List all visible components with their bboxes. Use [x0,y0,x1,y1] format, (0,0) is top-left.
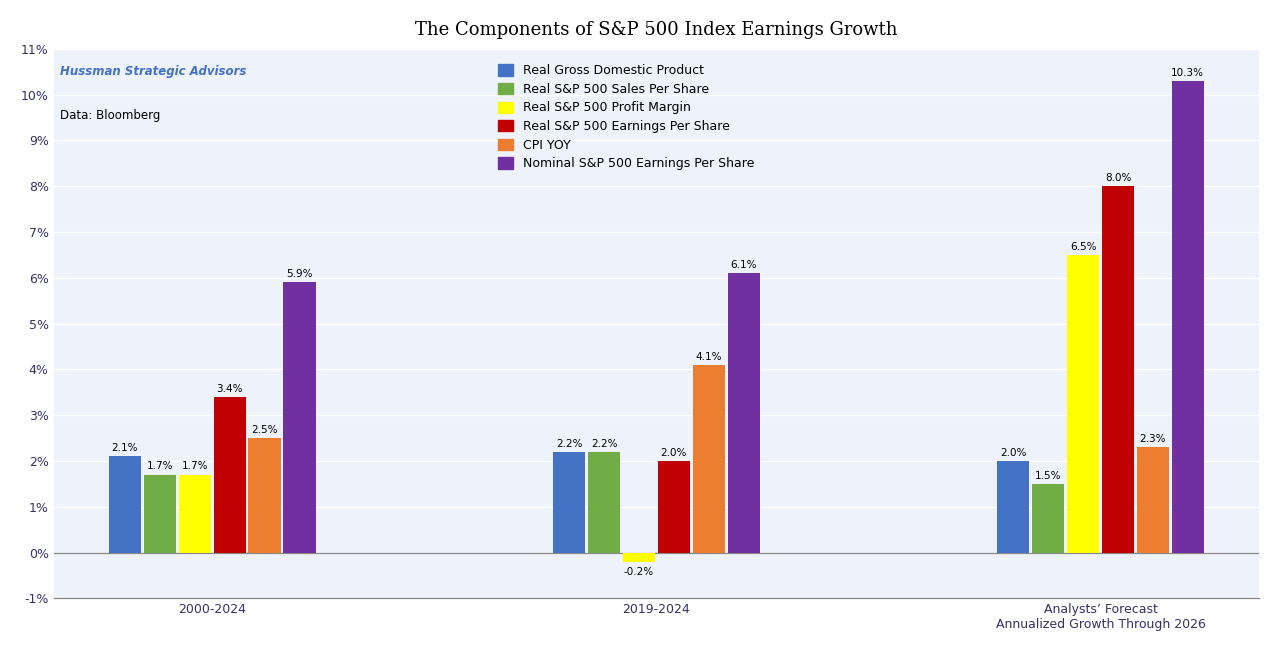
Bar [623,552,655,561]
Bar [109,456,141,552]
Text: 2.3%: 2.3% [1139,434,1166,444]
Text: 8.0%: 8.0% [1105,173,1132,183]
Text: 6.5%: 6.5% [1070,242,1097,252]
Text: 1.5%: 1.5% [1036,471,1061,481]
Text: Data: Bloomberg: Data: Bloomberg [60,109,160,122]
Bar [727,273,759,552]
Text: 2.0%: 2.0% [1000,448,1027,458]
Bar [1068,255,1100,552]
Title: The Components of S&P 500 Index Earnings Growth: The Components of S&P 500 Index Earnings… [415,21,897,39]
Bar [1137,447,1169,552]
Bar [214,397,246,552]
Text: 2.1%: 2.1% [111,443,138,453]
Bar [283,282,315,552]
Text: 3.4%: 3.4% [216,383,243,394]
Bar [588,452,620,552]
Bar [248,438,280,552]
Text: 2.5%: 2.5% [251,425,278,435]
Bar [143,475,175,552]
Text: 2.0%: 2.0% [660,448,687,458]
Bar [1032,484,1064,552]
Text: 1.7%: 1.7% [182,462,209,471]
Text: 2.2%: 2.2% [591,439,617,449]
Text: 6.1%: 6.1% [731,260,756,270]
Bar [553,452,585,552]
Bar [1102,186,1134,552]
Legend: Real Gross Domestic Product, Real S&P 500 Sales Per Share, Real S&P 500 Profit M: Real Gross Domestic Product, Real S&P 50… [494,61,758,174]
Bar [658,461,690,552]
Text: Hussman Strategic Advisors: Hussman Strategic Advisors [60,65,246,78]
Text: 1.7%: 1.7% [147,462,173,471]
Text: 5.9%: 5.9% [287,269,312,279]
Text: 2.2%: 2.2% [556,439,582,449]
Text: 4.1%: 4.1% [695,351,722,361]
Bar [179,475,211,552]
Text: 10.3%: 10.3% [1171,68,1204,78]
Bar [997,461,1029,552]
Text: -0.2%: -0.2% [623,567,654,577]
Bar [1171,81,1203,552]
Bar [692,364,724,552]
